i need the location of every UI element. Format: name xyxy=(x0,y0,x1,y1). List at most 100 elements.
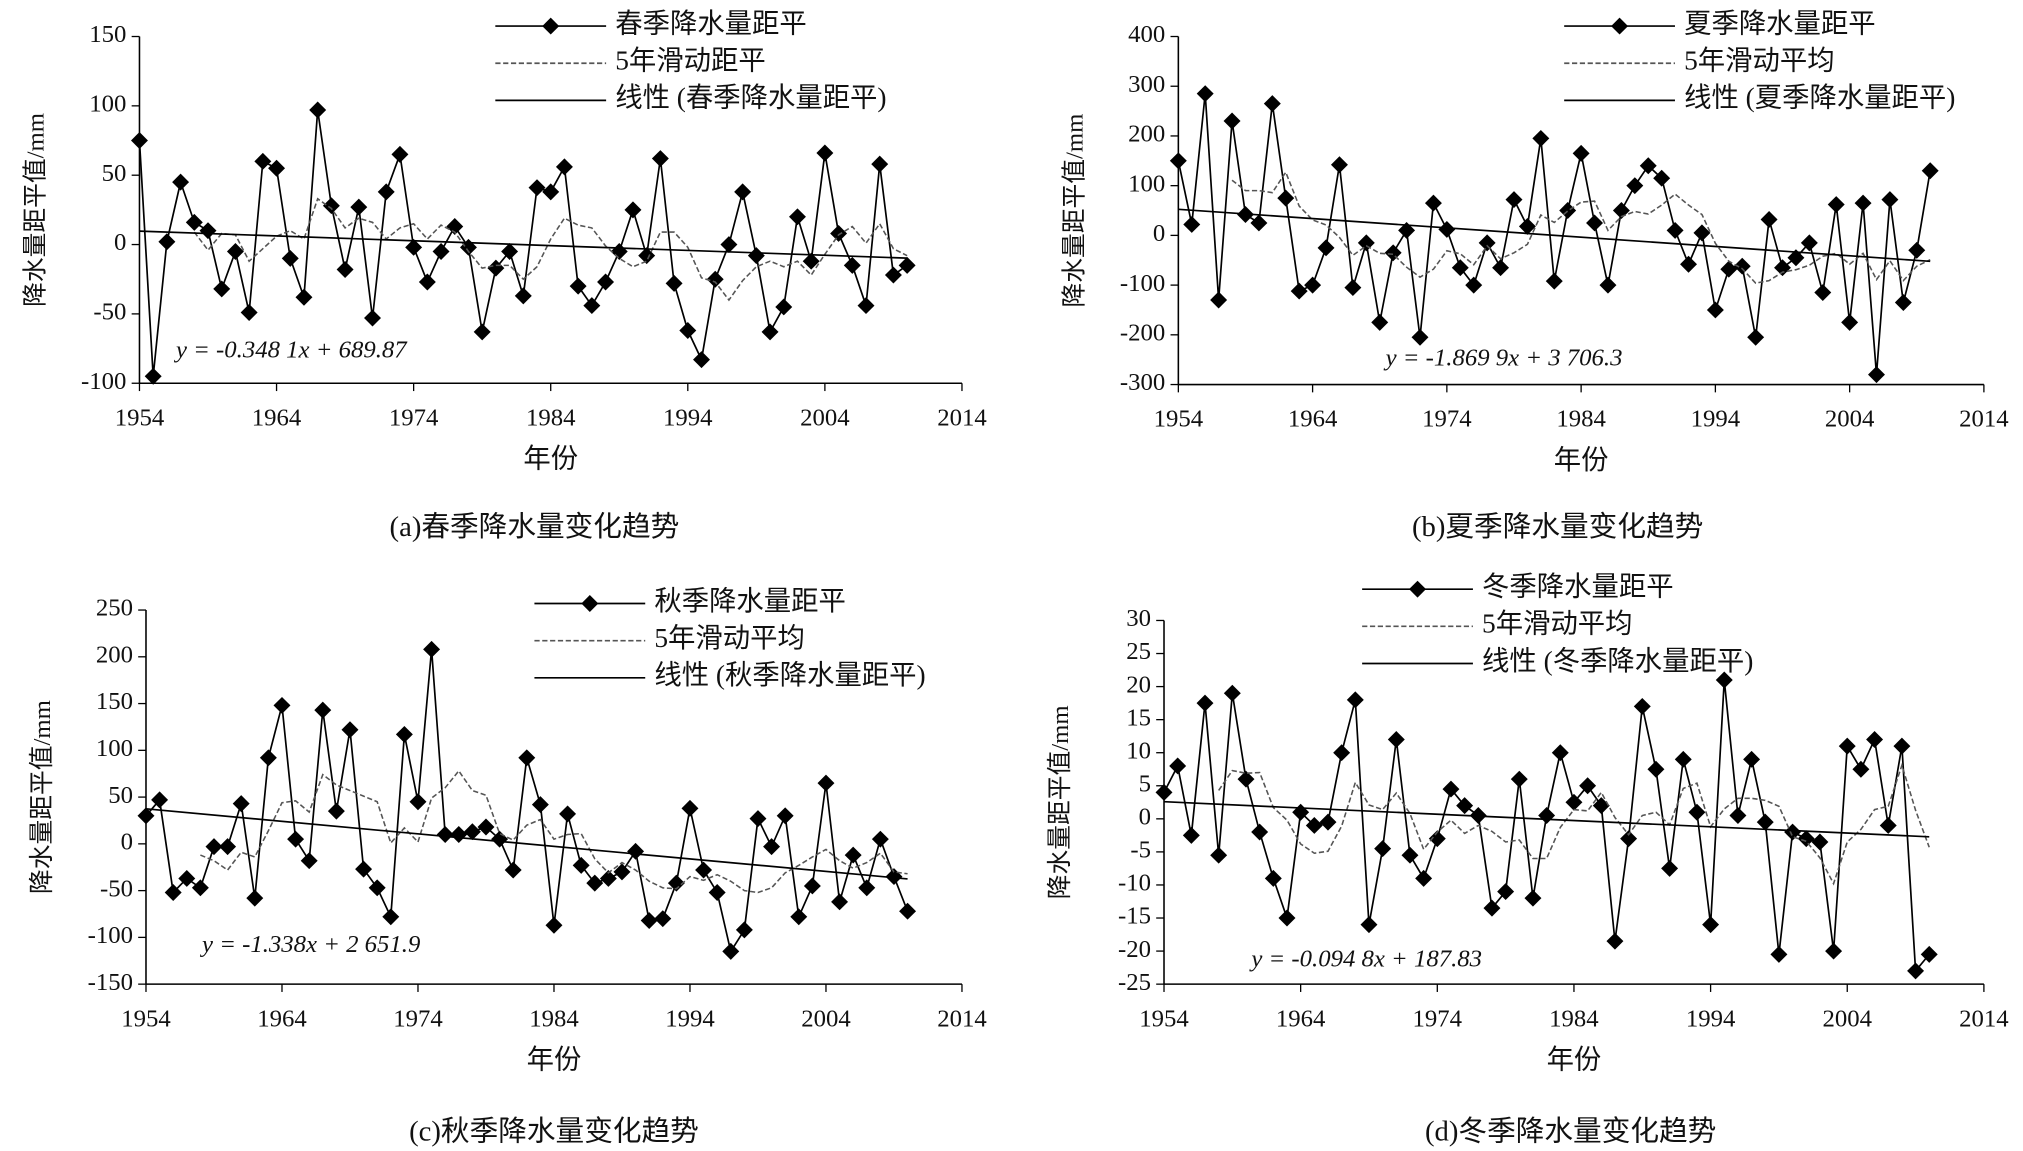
diamond-marker xyxy=(790,908,808,926)
diamond-marker xyxy=(1442,780,1460,798)
y-tick-label: 100 xyxy=(89,91,126,118)
x-tick-label: 1964 xyxy=(1288,406,1337,433)
diamond-marker xyxy=(1565,793,1583,811)
trend-line xyxy=(139,230,908,259)
y-tick-label: -100 xyxy=(1120,270,1165,297)
x-tick-label: 2004 xyxy=(1822,1005,1872,1032)
diamond-marker xyxy=(624,201,642,219)
diamond-marker xyxy=(1223,112,1241,130)
diamond-marker xyxy=(613,863,631,881)
y-axis-label: 降水量距平值/mm xyxy=(1060,114,1088,308)
y-tick-label: 100 xyxy=(96,735,133,762)
diamond-marker xyxy=(871,155,889,173)
diamond-marker xyxy=(1155,783,1173,801)
legend-label: 5年滑动距平 xyxy=(615,46,765,76)
diamond-marker xyxy=(831,893,849,911)
diamond-marker xyxy=(884,266,902,284)
diamond-marker xyxy=(1492,259,1510,277)
diamond-marker xyxy=(1346,691,1364,709)
x-tick-label: 2014 xyxy=(937,404,986,431)
y-tick-label: 30 xyxy=(1126,605,1151,632)
x-tick-label: 1974 xyxy=(389,404,439,431)
diamond-marker xyxy=(205,838,223,856)
diamond-marker xyxy=(1894,294,1912,311)
x-axis-label: 年份 xyxy=(527,1045,582,1075)
diamond-marker xyxy=(300,852,318,870)
diamond-marker xyxy=(735,921,753,939)
diamond-marker xyxy=(1384,244,1402,262)
diamond-marker xyxy=(1538,807,1556,825)
diamond-marker xyxy=(130,132,148,150)
diamond-marker xyxy=(144,367,162,385)
diamond-marker xyxy=(559,805,577,823)
x-tick-label: 1994 xyxy=(663,404,713,431)
moving-average-line xyxy=(1218,762,1930,886)
diamond-marker xyxy=(459,238,477,256)
panel: -150 -100 -50 0 50 100 150 200 250 1954 1964 1974 19… xyxy=(28,586,987,1148)
diamond-marker xyxy=(1304,276,1322,294)
diamond-marker xyxy=(528,179,546,197)
legend-label: 5年滑动平均 xyxy=(654,623,804,653)
diamond-marker xyxy=(1317,239,1335,257)
diamond-marker xyxy=(1357,234,1375,252)
diamond-marker xyxy=(1620,830,1638,848)
diamond-marker xyxy=(802,252,820,270)
diamond-marker xyxy=(1653,169,1671,187)
diamond-marker xyxy=(1715,671,1733,689)
diamond-marker xyxy=(706,270,724,288)
diamond-marker xyxy=(172,173,190,191)
y-axis-label: 降水量距平值/mm xyxy=(1046,705,1074,899)
diamond-marker xyxy=(1579,777,1597,795)
diamond-marker xyxy=(1908,241,1926,259)
legend-label: 线性 (春季降水量距平) xyxy=(615,83,886,113)
diamond-marker xyxy=(1545,272,1563,290)
diamond-marker xyxy=(1344,279,1362,297)
x-tick-label: 1954 xyxy=(1154,406,1204,433)
panel: -100 -50 0 50 100 150 1954 1964 1974 1984 1994 2004… xyxy=(21,8,986,542)
diamond-marker xyxy=(219,838,237,856)
diamond-marker xyxy=(1330,156,1348,174)
diamond-marker xyxy=(583,297,601,315)
diamond-marker xyxy=(1743,750,1761,768)
diamond-marker xyxy=(1169,152,1187,170)
diamond-marker xyxy=(1250,214,1268,232)
diamond-marker xyxy=(1333,744,1351,762)
diamond-marker xyxy=(1424,194,1442,212)
diamond-marker xyxy=(1800,234,1818,252)
caption: (b)夏季降水量变化趋势 xyxy=(1412,511,1703,543)
diamond-marker xyxy=(1706,301,1724,319)
y-tick-label: 25 xyxy=(1126,638,1151,665)
legend-label: 夏季降水量距平 xyxy=(1684,8,1876,38)
diamond-marker xyxy=(1371,313,1389,331)
diamond-marker xyxy=(377,183,395,201)
caption: (a)春季降水量变化趋势 xyxy=(390,511,680,543)
diamond-marker xyxy=(1733,257,1751,275)
diamond-marker xyxy=(164,884,182,901)
diamond-marker xyxy=(1401,846,1419,864)
diamond-marker xyxy=(763,838,781,856)
caption: (c)秋季降水量变化趋势 xyxy=(409,1116,699,1148)
y-tick-label: 300 xyxy=(1128,71,1165,98)
diamond-marker xyxy=(1290,282,1308,300)
diamond-marker xyxy=(1774,259,1791,277)
diamond-marker xyxy=(640,912,658,930)
moving-average-line xyxy=(1231,170,1931,284)
diamond-marker xyxy=(1586,214,1604,232)
diamond-marker xyxy=(1183,215,1201,233)
diamond-marker xyxy=(232,795,250,813)
diamond-marker xyxy=(679,322,697,340)
x-axis-label: 年份 xyxy=(523,444,578,474)
x-tick-label: 1974 xyxy=(1413,1005,1463,1032)
x-tick-label: 1994 xyxy=(665,1005,715,1032)
diamond-marker xyxy=(477,818,495,836)
diamond-marker xyxy=(1920,945,1938,963)
y-tick-label: -50 xyxy=(93,299,126,326)
diamond-marker xyxy=(199,222,217,240)
y-tick-label: -5 xyxy=(1130,837,1151,864)
diamond-marker xyxy=(409,793,427,811)
diamond-marker xyxy=(191,879,209,897)
y-tick-label: 250 xyxy=(96,595,133,622)
diamond-marker xyxy=(1196,85,1214,103)
diamond-marker xyxy=(1210,291,1228,309)
